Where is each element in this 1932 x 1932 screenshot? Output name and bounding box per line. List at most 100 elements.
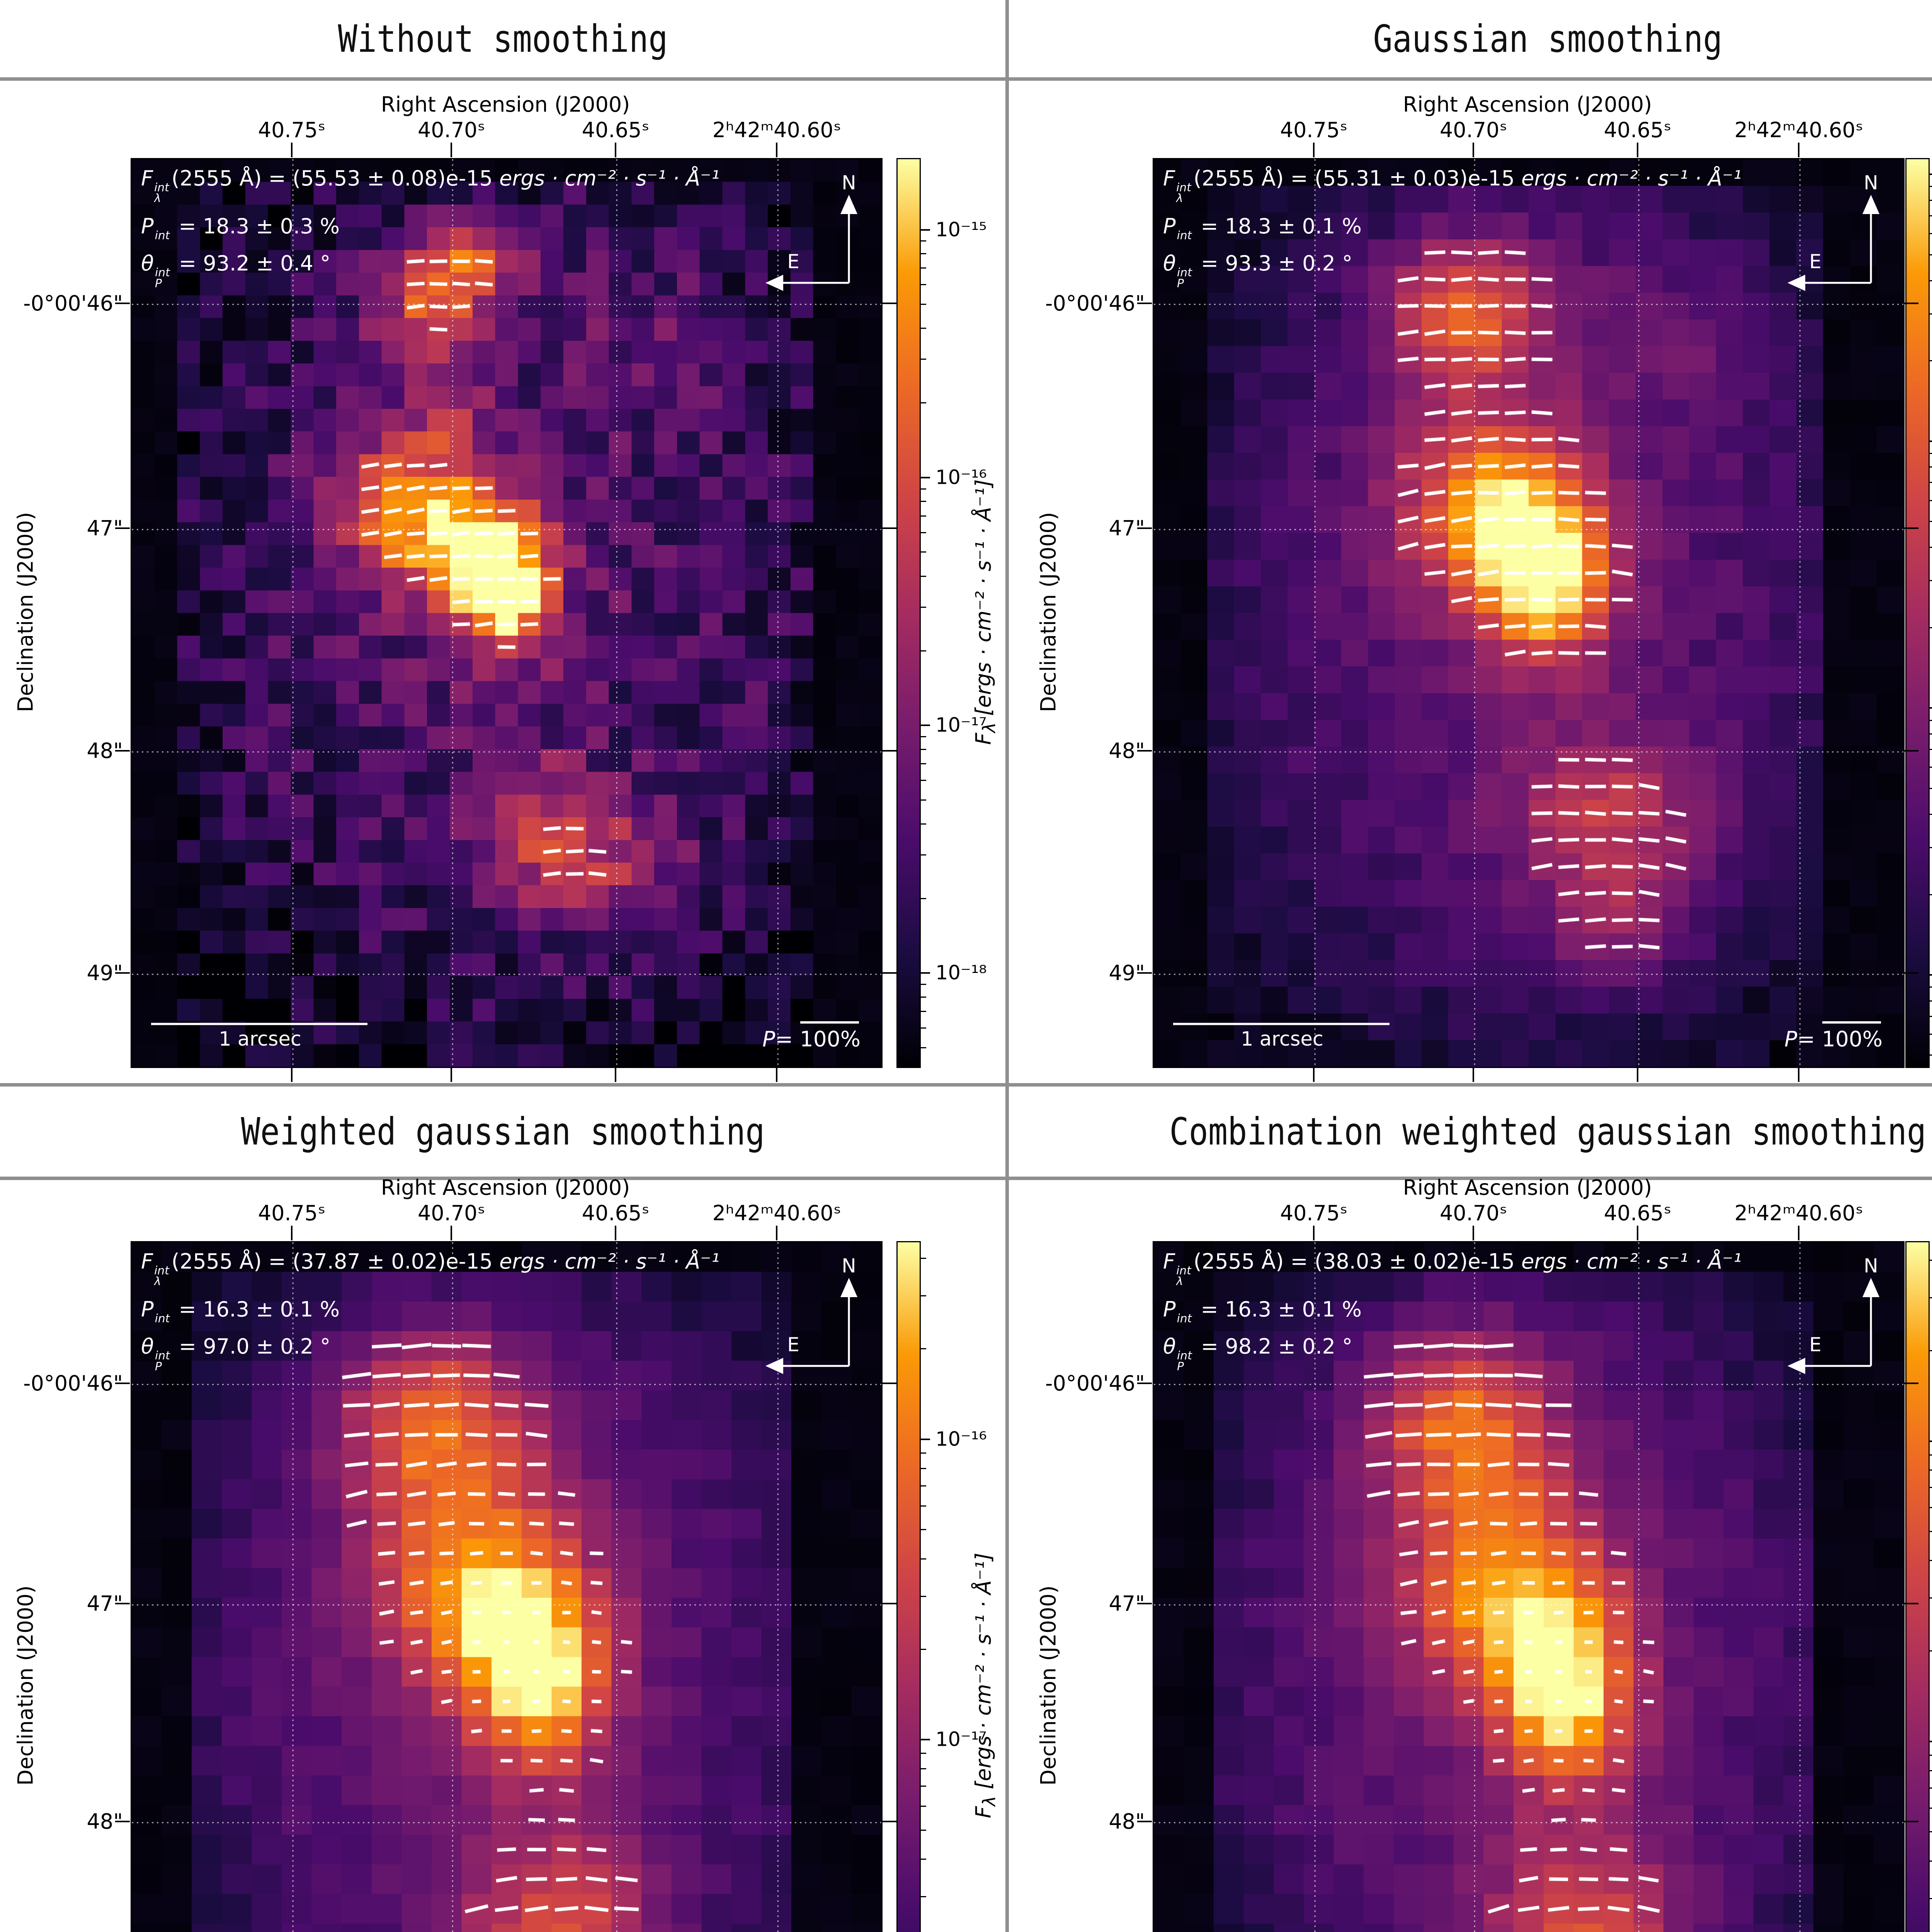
dec-tick-mark [1904,1820,1918,1822]
ra-tick-mark [776,1067,778,1082]
compass-east-label: E [1809,1333,1821,1356]
ra-tick-mark [451,1067,452,1082]
colorbar-minor-tick [1930,1787,1932,1789]
colorbar-minor-tick [921,1786,926,1787]
colorbar-minor-tick [1930,1350,1932,1351]
polarization-reference-bar [1822,1021,1881,1024]
panel-title: Gaussian smoothing [1373,17,1723,61]
panel-quadrant: Combination weighted gaussian smoothing … [1009,1087,1932,1932]
ra-tick-mark [1637,1067,1639,1082]
annotation-angle-line: θ int P = 93.2 ± 0.4 ° [141,251,331,291]
ra-tick-label: 40.75ˢ [1280,1201,1348,1225]
dec-tick-label: -0°00'46" [1045,291,1145,316]
colorbar-minor-tick [1930,1560,1932,1561]
colorbar-minor-tick [921,575,926,577]
colorbar-tick-label: 10⁻¹⁶ [935,1428,987,1451]
colorbar-minor-tick [921,1806,926,1807]
grid-divider-line [0,1177,1932,1180]
colorbar-minor-tick [921,328,926,329]
dec-tick-mark [1137,1603,1152,1605]
colorbar-minor-tick [1930,580,1932,582]
colorbar-minor-tick [921,1648,926,1650]
colorbar-minor-tick [921,1768,926,1770]
compass-east-label: E [787,250,799,273]
dec-tick-mark [115,750,130,752]
colorbar-minor-tick [921,1027,926,1029]
colorbar-minor-tick [1930,1000,1932,1002]
dec-tick-label: -0°00'46" [23,291,123,316]
ra-tick-mark [1313,1067,1315,1082]
colorbar-minor-tick [1930,521,1932,522]
scalebar-label: 1 arcsec [219,1028,301,1051]
dec-tick-mark [1137,302,1152,304]
polarization-vectors-canvas [132,159,881,1067]
ra-tick-label: 40.65ˢ [1604,1201,1672,1225]
dec-tick-mark [115,1820,130,1822]
compass-east-label: E [1809,250,1821,273]
colorbar-minor-tick [921,359,926,360]
compass-east-arrowhead [765,1358,783,1374]
colorbar-major-tick [921,229,930,231]
dec-tick-mark [882,972,896,974]
grid-divider-line [0,1083,1932,1087]
polarization-reference: P= 100% [762,1021,861,1051]
colorbar-minor-tick [921,1595,926,1597]
ra-tick-mark [451,1226,452,1240]
polarization-vectors-canvas [132,1242,881,1932]
colorbar-minor-tick [1930,500,1932,501]
ra-tick-label: 40.75ˢ [258,118,326,142]
colorbar-minor-tick [921,779,926,781]
dec-tick-mark [1904,1603,1918,1605]
ra-tick-mark [1473,1226,1475,1240]
colorbar-minor-tick [921,823,926,825]
colorbar-minor-tick [921,267,926,269]
ra-tick-mark [291,143,293,157]
colorbar-minor-tick [1930,813,1932,815]
dec-tick-mark [1137,1383,1152,1384]
panel-quadrant: Without smoothing Right Ascension (J2000… [0,0,1005,1083]
colorbar-minor-tick [921,1348,926,1350]
colorbar-minor-tick [921,1529,926,1531]
dec-tick-label: -0°00'46" [1045,1371,1145,1396]
colorbar-minor-tick [921,1558,926,1560]
polarization-vectors-canvas [1154,1242,1903,1932]
colorbar-minor-tick [1930,547,1932,548]
colorbar-minor-tick [1930,1015,1932,1017]
ra-tick-label: 2ʰ42ᵐ40.60ˢ [712,1201,841,1225]
polarization-vectors-canvas [1154,159,1903,1067]
colorbar-minor-tick [921,1468,926,1469]
colorbar-minor-tick [921,515,926,517]
ra-tick-mark [291,1226,293,1240]
colorbar-minor-tick [921,402,926,404]
polarization-reference: P= 100% [1784,1021,1883,1051]
colorbar-minor-tick [1930,452,1932,454]
panel-figure: Right Ascension (J2000) Declination (J20… [0,1175,1005,1932]
colorbar-minor-tick [1930,1597,1932,1599]
dec-tick-mark [115,527,130,529]
colorbar-minor-tick [1930,1531,1932,1532]
colorbar-minor-tick [921,984,926,985]
ra-tick-mark [615,1067,617,1082]
colorbar-minor-tick [1930,233,1932,234]
dec-tick-mark [1904,1383,1918,1384]
ra-tick-label: 40.75ˢ [258,1201,326,1225]
colorbar-minor-tick [1930,313,1932,315]
panel-title: Weighted gaussian smoothing [240,1110,765,1153]
compass-north-label: N [1864,1255,1878,1277]
colorbar-minor-tick [921,1047,926,1048]
colorbar-major-tick [1930,173,1932,175]
colorbar-tick-label: 10⁻¹⁵ [935,218,987,242]
colorbar-minor-tick [1930,1807,1932,1809]
colorbar-minor-tick [921,1452,926,1454]
ra-tick-mark [1637,143,1639,157]
ra-axis-label: Right Ascension (J2000) [1403,1175,1652,1200]
colorbar-major-tick [1930,974,1932,976]
colorbar-minor-tick [1930,733,1932,735]
ra-tick-mark [1473,143,1475,157]
panel-figure: Right Ascension (J2000) Declination (J20… [1009,81,1932,1083]
